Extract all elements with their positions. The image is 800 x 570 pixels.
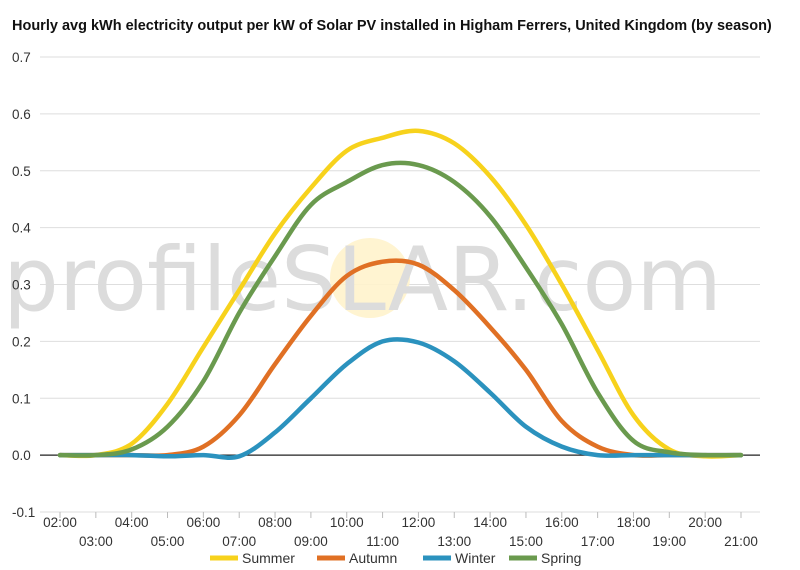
x-tick-label: 15:00 bbox=[509, 534, 543, 549]
x-tick-label: 21:00 bbox=[724, 534, 758, 549]
x-tick-label: 18:00 bbox=[617, 515, 651, 530]
legend-label: Summer bbox=[242, 550, 295, 566]
legend-label: Autumn bbox=[349, 550, 397, 566]
x-tick-label: 07:00 bbox=[222, 534, 256, 549]
watermark-sun-icon bbox=[330, 238, 410, 318]
series-lines bbox=[57, 128, 744, 460]
y-tick-label: 0.1 bbox=[12, 391, 31, 406]
x-tick-label: 11:00 bbox=[366, 534, 399, 549]
x-tick-label: 14:00 bbox=[473, 515, 507, 530]
watermark: profileSLAR.com bbox=[3, 228, 722, 331]
y-tick-label: 0.3 bbox=[12, 278, 31, 293]
series-line-winter bbox=[57, 337, 744, 460]
chart-title: Hourly avg kWh electricity output per kW… bbox=[12, 18, 772, 34]
x-tick-label: 16:00 bbox=[545, 515, 579, 530]
y-tick-label: 0.0 bbox=[12, 448, 31, 463]
y-tick-label: 0.5 bbox=[12, 164, 31, 179]
legend-label: Winter bbox=[455, 550, 496, 566]
y-tick-label: 0.6 bbox=[12, 107, 31, 122]
y-tick-label: -0.1 bbox=[12, 505, 35, 520]
x-tick-label: 17:00 bbox=[581, 534, 615, 549]
x-tick-label: 10:00 bbox=[330, 515, 364, 530]
y-tick-label: 0.2 bbox=[12, 334, 31, 349]
x-tick-label: 03:00 bbox=[79, 534, 113, 549]
x-tick-label: 02:00 bbox=[43, 515, 77, 530]
axes: -0.1 0.0 0.1 0.2 0.3 0.4 0.5 0.6 0.7 02:0003:0004… bbox=[12, 50, 760, 549]
series-line-spring bbox=[57, 160, 744, 458]
legend-item-spring: Spring bbox=[509, 550, 581, 566]
legend-item-summer: Summer bbox=[210, 550, 295, 566]
legend-item-autumn: Autumn bbox=[317, 550, 397, 566]
legend: Summer Autumn Winter Spring bbox=[210, 550, 581, 566]
x-tick-label: 06:00 bbox=[186, 515, 220, 530]
y-tick-label: 0.7 bbox=[12, 50, 31, 65]
x-tick-label: 12:00 bbox=[402, 515, 436, 530]
x-tick-label: 09:00 bbox=[294, 534, 328, 549]
y-tick-label: 0.4 bbox=[12, 221, 31, 236]
series-line-summer bbox=[57, 128, 744, 459]
watermark-text-left: profile bbox=[3, 228, 281, 331]
x-tick-label: 05:00 bbox=[151, 534, 185, 549]
watermark-text-s: S bbox=[281, 228, 337, 331]
watermark-text-rest: LAR.com bbox=[337, 228, 722, 331]
legend-item-winter: Winter bbox=[423, 550, 496, 566]
x-tick-label: 19:00 bbox=[652, 534, 686, 549]
x-tick-label: 13:00 bbox=[437, 534, 471, 549]
x-tick-label: 04:00 bbox=[115, 515, 149, 530]
legend-label: Spring bbox=[541, 550, 581, 566]
watermark-text: profileSLAR.com bbox=[3, 228, 722, 331]
x-tick-label: 20:00 bbox=[688, 515, 722, 530]
x-tick-label: 08:00 bbox=[258, 515, 292, 530]
